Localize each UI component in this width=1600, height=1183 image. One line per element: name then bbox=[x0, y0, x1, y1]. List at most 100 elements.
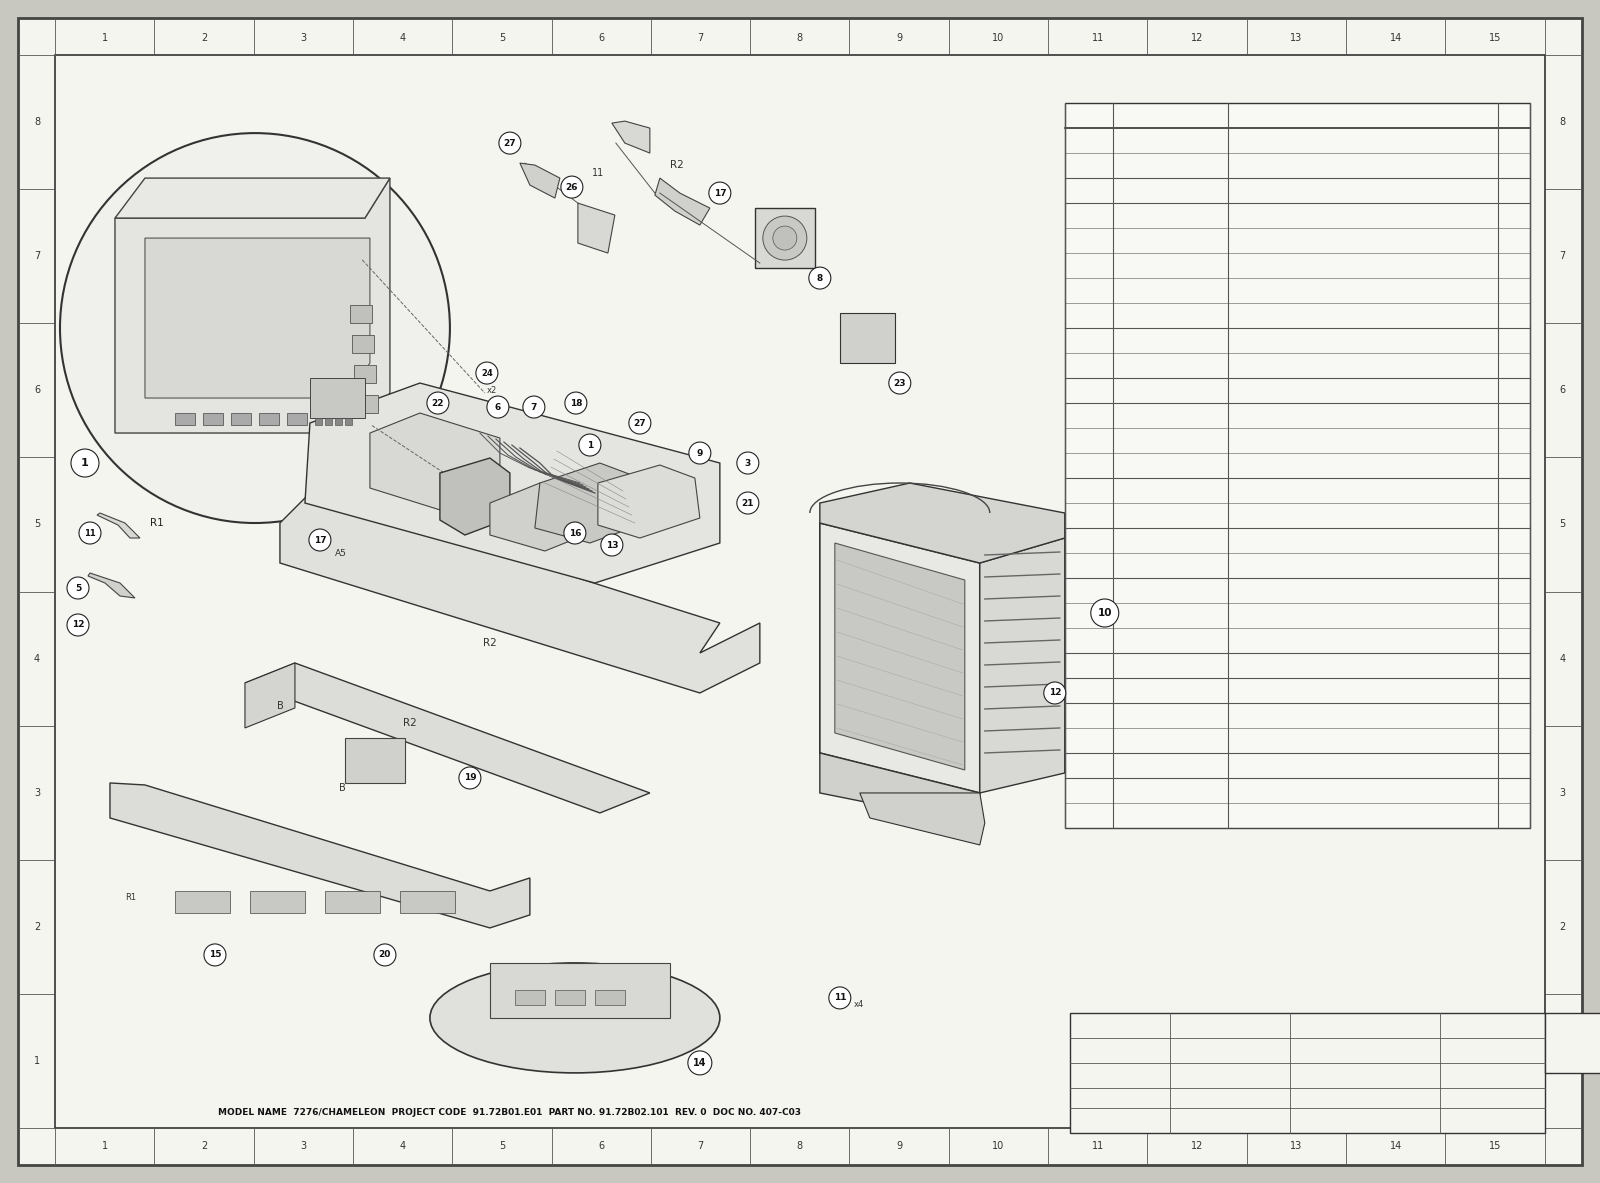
Circle shape bbox=[690, 442, 710, 464]
Text: 6: 6 bbox=[598, 33, 605, 43]
Text: SCALE: SCALE bbox=[1573, 1023, 1597, 1033]
Text: 8: 8 bbox=[816, 273, 822, 283]
Text: 11: 11 bbox=[1091, 1140, 1104, 1151]
Text: PLT-INSULATION: PLT-INSULATION bbox=[1232, 661, 1301, 670]
Bar bbox=[325, 891, 379, 913]
Bar bbox=[355, 395, 378, 413]
Text: 1: 1 bbox=[1510, 311, 1517, 321]
Text: CRT ???: CRT ??? bbox=[1232, 211, 1264, 220]
Text: 10: 10 bbox=[992, 33, 1005, 43]
Text: D: D bbox=[584, 459, 592, 467]
Text: 24: 24 bbox=[482, 369, 493, 377]
Text: ITEM NO: ITEM NO bbox=[1064, 110, 1114, 121]
Text: 1: 1 bbox=[1510, 437, 1517, 445]
Text: A5: A5 bbox=[334, 549, 347, 557]
Polygon shape bbox=[98, 513, 139, 538]
Text: R1: R1 bbox=[150, 518, 163, 528]
Text: 22: 22 bbox=[432, 399, 445, 407]
Text: 9: 9 bbox=[896, 1140, 902, 1151]
Circle shape bbox=[70, 450, 99, 477]
Text: 50.72401.0XX: 50.72401.0XX bbox=[1117, 686, 1178, 694]
Text: 21: 21 bbox=[741, 498, 754, 508]
Text: 15: 15 bbox=[1490, 33, 1501, 43]
Polygon shape bbox=[819, 523, 979, 793]
Bar bbox=[203, 413, 222, 425]
Text: 17: 17 bbox=[314, 536, 326, 544]
Text: 1: 1 bbox=[1510, 736, 1517, 745]
Text: 55.72401.30X: 55.72401.30X bbox=[1117, 511, 1178, 521]
Text: 4: 4 bbox=[34, 653, 40, 664]
Text: VIDEO BD: VIDEO BD bbox=[1232, 336, 1274, 345]
Text: SPEC LBL: SPEC LBL bbox=[1232, 411, 1272, 420]
Text: 20: 20 bbox=[1083, 610, 1094, 620]
Text: 8: 8 bbox=[1560, 117, 1566, 127]
Bar bbox=[259, 413, 278, 425]
Text: CABLE CLIP: CABLE CLIP bbox=[1232, 786, 1282, 795]
Text: 86.PA526.150: 86.PA526.150 bbox=[1117, 386, 1176, 395]
Text: REV: REV bbox=[1112, 1021, 1128, 1029]
Circle shape bbox=[475, 362, 498, 384]
Text: 23: 23 bbox=[893, 379, 906, 388]
Bar bbox=[555, 990, 586, 1004]
Text: WIRE CLIP: WIRE CLIP bbox=[1232, 636, 1275, 645]
Text: 11: 11 bbox=[834, 994, 846, 1002]
Text: 1: 1 bbox=[1510, 361, 1517, 370]
Polygon shape bbox=[110, 783, 530, 927]
Text: R2: R2 bbox=[670, 160, 683, 170]
Text: 1: 1 bbox=[1510, 561, 1517, 570]
Text: 1: 1 bbox=[1510, 186, 1517, 195]
Text: 1: 1 bbox=[1510, 286, 1517, 295]
Text: ASSY DRAWING: ASSY DRAWING bbox=[1299, 1095, 1358, 1105]
Text: 3: 3 bbox=[1510, 536, 1517, 545]
Text: 2: 2 bbox=[202, 1140, 206, 1151]
Text: DRAW BY: DRAW BY bbox=[1373, 1021, 1408, 1029]
Text: x4: x4 bbox=[854, 1001, 864, 1009]
Text: DESCRIPTION: DESCRIPTION bbox=[1323, 110, 1402, 121]
Circle shape bbox=[810, 267, 830, 289]
Text: 42.72801.001: 42.72801.001 bbox=[1117, 636, 1178, 645]
Text: 60.72410.XXX: 60.72410.XXX bbox=[1117, 461, 1178, 470]
Text: 24: 24 bbox=[1083, 711, 1094, 720]
Text: 12: 12 bbox=[1083, 411, 1094, 420]
Circle shape bbox=[499, 132, 522, 154]
Text: 27: 27 bbox=[504, 138, 517, 148]
Bar bbox=[515, 990, 546, 1004]
Text: SCRW TAP M3-8L: SCRW TAP M3-8L bbox=[1232, 711, 1306, 720]
Text: 40.77907.001: 40.77907.001 bbox=[1117, 411, 1178, 420]
Polygon shape bbox=[370, 413, 499, 513]
Text: 6: 6 bbox=[1086, 261, 1091, 270]
Text: #4 IP(ANG) BD 115MM: #4 IP(ANG) BD 115MM bbox=[1232, 437, 1330, 445]
Text: BKT-RIGHT: BKT-RIGHT bbox=[1232, 761, 1277, 770]
Circle shape bbox=[563, 522, 586, 544]
Polygon shape bbox=[245, 662, 294, 728]
Text: TP101: TP101 bbox=[454, 497, 478, 505]
Text: 11: 11 bbox=[85, 529, 96, 537]
Circle shape bbox=[203, 944, 226, 967]
Polygon shape bbox=[835, 543, 965, 770]
Circle shape bbox=[829, 987, 851, 1009]
Text: ASSY BASE ABS: ASSY BASE ABS bbox=[1232, 461, 1299, 470]
Circle shape bbox=[78, 522, 101, 544]
Polygon shape bbox=[819, 483, 1064, 563]
Text: 1: 1 bbox=[1560, 1056, 1566, 1066]
Bar bbox=[400, 891, 454, 913]
Text: x4: x4 bbox=[531, 422, 542, 432]
Text: 12: 12 bbox=[1048, 689, 1061, 698]
Text: 10: 10 bbox=[1098, 608, 1112, 618]
Text: 25: 25 bbox=[1083, 736, 1094, 745]
Text: CLIP CABLE: CLIP CABLE bbox=[1232, 261, 1282, 270]
Text: 18: 18 bbox=[1083, 561, 1094, 570]
Text: 6: 6 bbox=[598, 1140, 605, 1151]
Text: 1: 1 bbox=[1510, 661, 1517, 670]
Text: 31.72402.00X: 31.72402.00X bbox=[1117, 161, 1178, 170]
Circle shape bbox=[309, 529, 331, 551]
Text: DATE: DATE bbox=[1480, 1021, 1499, 1029]
Text: BKT-LEFT: BKT-LEFT bbox=[1232, 736, 1270, 745]
Text: 27: 27 bbox=[634, 419, 646, 427]
Text: 1: 1 bbox=[1510, 211, 1517, 220]
Polygon shape bbox=[115, 179, 390, 218]
Polygon shape bbox=[611, 121, 650, 153]
Bar bbox=[286, 413, 307, 425]
Text: 31.72401.00X: 31.72401.00X bbox=[1117, 186, 1178, 195]
Circle shape bbox=[459, 767, 482, 789]
